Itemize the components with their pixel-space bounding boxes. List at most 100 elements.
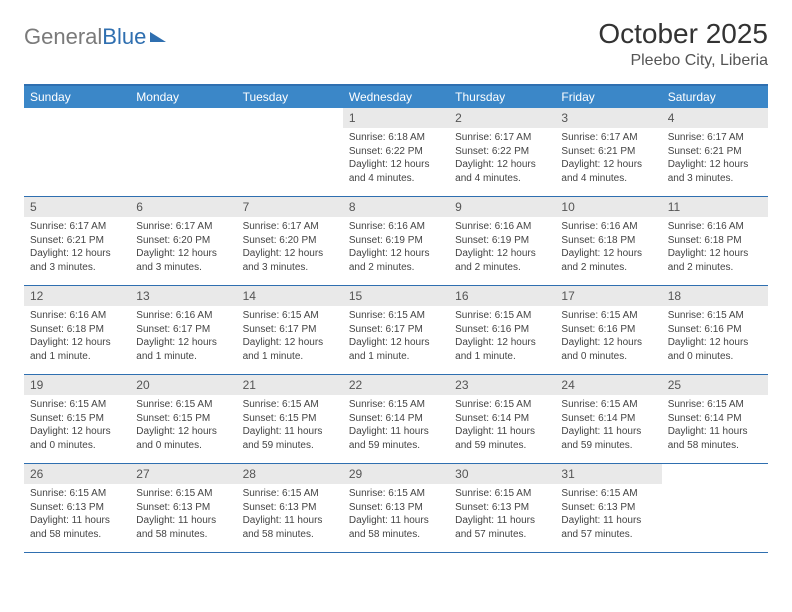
day-info: Sunrise: 6:15 AMSunset: 6:15 PMDaylight:…: [130, 395, 236, 458]
daylight-text: Daylight: 12 hours and 1 minute.: [243, 336, 337, 363]
sunrise-text: Sunrise: 6:15 AM: [349, 309, 443, 323]
dow-wednesday: Wednesday: [343, 86, 449, 108]
day-cell: 23Sunrise: 6:15 AMSunset: 6:14 PMDayligh…: [449, 375, 555, 463]
sunrise-text: Sunrise: 6:15 AM: [455, 487, 549, 501]
day-number: 28: [237, 464, 343, 484]
day-cell: 29Sunrise: 6:15 AMSunset: 6:13 PMDayligh…: [343, 464, 449, 552]
day-cell: 31Sunrise: 6:15 AMSunset: 6:13 PMDayligh…: [555, 464, 661, 552]
sunset-text: Sunset: 6:21 PM: [668, 145, 762, 159]
day-info: Sunrise: 6:15 AMSunset: 6:14 PMDaylight:…: [343, 395, 449, 458]
sunrise-text: Sunrise: 6:17 AM: [561, 131, 655, 145]
sunrise-text: Sunrise: 6:15 AM: [668, 398, 762, 412]
day-cell: 30Sunrise: 6:15 AMSunset: 6:13 PMDayligh…: [449, 464, 555, 552]
day-number: 31: [555, 464, 661, 484]
sunrise-text: Sunrise: 6:17 AM: [136, 220, 230, 234]
sunrise-text: Sunrise: 6:15 AM: [561, 487, 655, 501]
day-cell: 9Sunrise: 6:16 AMSunset: 6:19 PMDaylight…: [449, 197, 555, 285]
day-number: 3: [555, 108, 661, 128]
day-info: Sunrise: 6:15 AMSunset: 6:15 PMDaylight:…: [24, 395, 130, 458]
day-number: 5: [24, 197, 130, 217]
dow-saturday: Saturday: [662, 86, 768, 108]
day-number: 17: [555, 286, 661, 306]
day-info: Sunrise: 6:15 AMSunset: 6:14 PMDaylight:…: [449, 395, 555, 458]
sunrise-text: Sunrise: 6:15 AM: [136, 487, 230, 501]
sunrise-text: Sunrise: 6:15 AM: [243, 398, 337, 412]
dow-tuesday: Tuesday: [237, 86, 343, 108]
daylight-text: Daylight: 12 hours and 4 minutes.: [455, 158, 549, 185]
day-info: Sunrise: 6:15 AMSunset: 6:13 PMDaylight:…: [130, 484, 236, 547]
daylight-text: Daylight: 12 hours and 1 minute.: [30, 336, 124, 363]
sunset-text: Sunset: 6:14 PM: [561, 412, 655, 426]
daylight-text: Daylight: 12 hours and 4 minutes.: [349, 158, 443, 185]
day-number: 14: [237, 286, 343, 306]
daylight-text: Daylight: 11 hours and 58 minutes.: [30, 514, 124, 541]
location: Pleebo City, Liberia: [598, 52, 768, 70]
day-number: 1: [343, 108, 449, 128]
day-info: Sunrise: 6:17 AMSunset: 6:21 PMDaylight:…: [555, 128, 661, 191]
day-info: Sunrise: 6:15 AMSunset: 6:15 PMDaylight:…: [237, 395, 343, 458]
day-number: 7: [237, 197, 343, 217]
day-cell: 21Sunrise: 6:15 AMSunset: 6:15 PMDayligh…: [237, 375, 343, 463]
sunrise-text: Sunrise: 6:16 AM: [30, 309, 124, 323]
day-cell: 1Sunrise: 6:18 AMSunset: 6:22 PMDaylight…: [343, 108, 449, 196]
sunrise-text: Sunrise: 6:17 AM: [668, 131, 762, 145]
day-number: 23: [449, 375, 555, 395]
daylight-text: Daylight: 12 hours and 3 minutes.: [668, 158, 762, 185]
sunset-text: Sunset: 6:22 PM: [455, 145, 549, 159]
day-cell: 11Sunrise: 6:16 AMSunset: 6:18 PMDayligh…: [662, 197, 768, 285]
daylight-text: Daylight: 12 hours and 2 minutes.: [349, 247, 443, 274]
day-cell: 19Sunrise: 6:15 AMSunset: 6:15 PMDayligh…: [24, 375, 130, 463]
daylight-text: Daylight: 11 hours and 59 minutes.: [349, 425, 443, 452]
daylight-text: Daylight: 12 hours and 1 minute.: [136, 336, 230, 363]
day-cell: 28Sunrise: 6:15 AMSunset: 6:13 PMDayligh…: [237, 464, 343, 552]
day-cell: 8Sunrise: 6:16 AMSunset: 6:19 PMDaylight…: [343, 197, 449, 285]
day-cell: [662, 464, 768, 552]
sunset-text: Sunset: 6:17 PM: [243, 323, 337, 337]
day-cell: 7Sunrise: 6:17 AMSunset: 6:20 PMDaylight…: [237, 197, 343, 285]
daylight-text: Daylight: 12 hours and 0 minutes.: [136, 425, 230, 452]
daylight-text: Daylight: 11 hours and 57 minutes.: [455, 514, 549, 541]
day-info: Sunrise: 6:17 AMSunset: 6:21 PMDaylight:…: [24, 217, 130, 280]
day-number: 15: [343, 286, 449, 306]
sunset-text: Sunset: 6:19 PM: [455, 234, 549, 248]
day-cell: [24, 108, 130, 196]
day-of-week-header: Sunday Monday Tuesday Wednesday Thursday…: [24, 86, 768, 108]
sunrise-text: Sunrise: 6:15 AM: [30, 487, 124, 501]
day-info: Sunrise: 6:16 AMSunset: 6:19 PMDaylight:…: [449, 217, 555, 280]
sunrise-text: Sunrise: 6:15 AM: [136, 398, 230, 412]
daylight-text: Daylight: 12 hours and 0 minutes.: [30, 425, 124, 452]
sunset-text: Sunset: 6:17 PM: [349, 323, 443, 337]
daylight-text: Daylight: 12 hours and 0 minutes.: [668, 336, 762, 363]
daylight-text: Daylight: 11 hours and 59 minutes.: [561, 425, 655, 452]
sunset-text: Sunset: 6:16 PM: [455, 323, 549, 337]
day-info: Sunrise: 6:16 AMSunset: 6:18 PMDaylight:…: [24, 306, 130, 369]
day-cell: 16Sunrise: 6:15 AMSunset: 6:16 PMDayligh…: [449, 286, 555, 374]
sunrise-text: Sunrise: 6:16 AM: [561, 220, 655, 234]
day-cell: 4 Sunrise: 6:17 AMSunset: 6:21 PMDaylight…: [662, 108, 768, 196]
day-number: 13: [130, 286, 236, 306]
day-info: Sunrise: 6:18 AMSunset: 6:22 PMDaylight:…: [343, 128, 449, 191]
sunrise-text: Sunrise: 6:16 AM: [349, 220, 443, 234]
sunset-text: Sunset: 6:15 PM: [30, 412, 124, 426]
sunset-text: Sunset: 6:18 PM: [668, 234, 762, 248]
sunrise-text: Sunrise: 6:15 AM: [561, 398, 655, 412]
day-number: 21: [237, 375, 343, 395]
day-cell: 5Sunrise: 6:17 AMSunset: 6:21 PMDaylight…: [24, 197, 130, 285]
sunset-text: Sunset: 6:15 PM: [243, 412, 337, 426]
day-number: 6: [130, 197, 236, 217]
daylight-text: Daylight: 12 hours and 1 minute.: [455, 336, 549, 363]
day-cell: 27Sunrise: 6:15 AMSunset: 6:13 PMDayligh…: [130, 464, 236, 552]
week-row: 5Sunrise: 6:17 AMSunset: 6:21 PMDaylight…: [24, 197, 768, 286]
day-number: 8: [343, 197, 449, 217]
day-number: 26: [24, 464, 130, 484]
day-info: Sunrise: 6:17 AMSunset: 6:22 PMDaylight:…: [449, 128, 555, 191]
day-number: 16: [449, 286, 555, 306]
daylight-text: Daylight: 12 hours and 3 minutes.: [136, 247, 230, 274]
day-number: 9: [449, 197, 555, 217]
day-info: Sunrise: 6:15 AMSunset: 6:16 PMDaylight:…: [662, 306, 768, 369]
day-cell: 12Sunrise: 6:16 AMSunset: 6:18 PMDayligh…: [24, 286, 130, 374]
day-number: 10: [555, 197, 661, 217]
day-number: 4: [662, 108, 768, 128]
sunset-text: Sunset: 6:14 PM: [349, 412, 443, 426]
sunrise-text: Sunrise: 6:16 AM: [455, 220, 549, 234]
